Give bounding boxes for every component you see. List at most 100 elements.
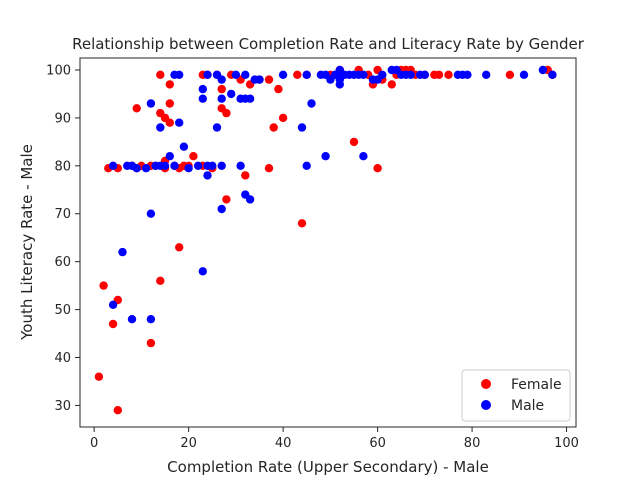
point-male-7 — [141, 164, 151, 173]
point-male-74 — [406, 70, 415, 80]
x-tick-label: 20 — [180, 436, 197, 451]
point-male-2 — [118, 247, 127, 257]
point-male-46 — [255, 75, 264, 84]
point-male-35 — [217, 204, 226, 214]
point-female-5 — [113, 406, 123, 415]
point-male-44 — [245, 195, 255, 204]
point-female-70 — [444, 70, 453, 80]
points-layer — [94, 65, 557, 415]
point-male-60 — [335, 80, 344, 89]
y-tick-label: 70 — [54, 207, 71, 222]
point-male-40 — [241, 70, 250, 80]
point-male-66 — [359, 70, 368, 80]
y-axis-label: Youth Literacy Rate - Male — [18, 144, 36, 341]
y-tick-label: 30 — [54, 399, 71, 414]
point-female-24 — [175, 243, 184, 252]
point-male-1 — [108, 161, 118, 170]
point-female-28 — [189, 152, 198, 161]
point-male-23 — [198, 84, 207, 94]
point-male-18 — [175, 70, 184, 80]
chart-title: Relationship between Completion Rate and… — [72, 35, 585, 53]
x-tick-label: 80 — [464, 436, 481, 451]
point-female-0 — [94, 372, 104, 381]
point-male-79 — [463, 70, 472, 80]
point-female-21 — [165, 99, 174, 108]
legend-label-male: Male — [511, 398, 544, 414]
legend-label-female: Female — [511, 377, 562, 393]
point-male-65 — [359, 152, 368, 161]
point-male-36 — [227, 89, 236, 99]
y-tick-label: 80 — [54, 159, 71, 174]
point-male-47 — [278, 70, 288, 80]
point-male-83 — [548, 70, 557, 80]
x-axis-ticks: 0 20 40 60 80 100 — [90, 427, 579, 451]
point-male-19 — [175, 118, 184, 127]
point-male-80 — [482, 70, 491, 80]
point-male-21 — [184, 164, 193, 173]
y-tick-label: 60 — [54, 255, 71, 270]
point-male-49 — [302, 70, 311, 80]
point-female-69 — [434, 70, 444, 80]
point-male-82 — [538, 65, 548, 75]
point-male-69 — [378, 70, 387, 80]
x-tick-label: 100 — [554, 436, 579, 451]
point-female-49 — [297, 219, 307, 228]
point-female-47 — [278, 113, 288, 123]
point-male-24 — [198, 94, 207, 103]
point-female-54 — [349, 137, 359, 147]
y-axis-ticks: 30 40 50 60 70 80 90 100 — [46, 63, 80, 414]
point-female-43 — [264, 75, 274, 84]
y-tick-label: 90 — [54, 111, 71, 126]
point-female-22 — [165, 118, 174, 127]
point-male-39 — [236, 161, 245, 170]
point-female-14 — [156, 70, 165, 80]
point-male-9 — [146, 209, 156, 218]
point-male-25 — [198, 267, 207, 276]
point-male-6 — [132, 164, 141, 173]
point-male-15 — [165, 152, 174, 161]
point-male-29 — [208, 161, 217, 170]
point-male-0 — [108, 300, 118, 309]
point-female-44 — [264, 164, 274, 173]
point-male-17 — [170, 161, 179, 170]
point-male-33 — [217, 94, 226, 103]
point-female-48 — [293, 70, 302, 80]
point-female-3 — [108, 319, 118, 329]
point-male-76 — [420, 70, 429, 80]
point-female-37 — [222, 195, 231, 204]
point-female-16 — [156, 276, 165, 285]
point-male-37 — [231, 70, 241, 80]
point-male-10 — [146, 315, 156, 324]
y-tick-label: 100 — [46, 63, 71, 78]
point-female-59 — [373, 164, 382, 173]
point-male-14 — [160, 161, 170, 170]
point-female-40 — [241, 171, 250, 180]
point-female-1 — [99, 281, 108, 290]
point-male-8 — [146, 99, 156, 108]
point-female-46 — [274, 84, 283, 94]
x-tick-label: 60 — [369, 436, 386, 451]
point-female-61 — [387, 80, 396, 89]
point-male-26 — [203, 70, 212, 80]
point-female-45 — [269, 123, 278, 132]
point-male-50 — [302, 161, 311, 170]
legend-marker-female — [481, 379, 491, 389]
legend-marker-male — [481, 400, 491, 410]
x-axis-label: Completion Rate (Upper Secondary) - Male — [167, 458, 489, 476]
point-male-48 — [297, 123, 307, 132]
y-tick-label: 40 — [54, 351, 71, 366]
point-female-9 — [132, 104, 141, 113]
point-male-81 — [519, 70, 529, 80]
point-male-20 — [179, 142, 189, 151]
point-male-51 — [307, 99, 316, 108]
x-tick-label: 0 — [90, 436, 98, 451]
x-tick-label: 40 — [275, 436, 292, 451]
point-male-4 — [127, 315, 137, 324]
point-female-71 — [505, 70, 515, 80]
point-female-20 — [165, 80, 174, 89]
legend: Female Male — [461, 369, 571, 422]
plot-frame — [79, 57, 577, 428]
point-female-11 — [146, 338, 156, 348]
point-male-28 — [203, 171, 212, 180]
